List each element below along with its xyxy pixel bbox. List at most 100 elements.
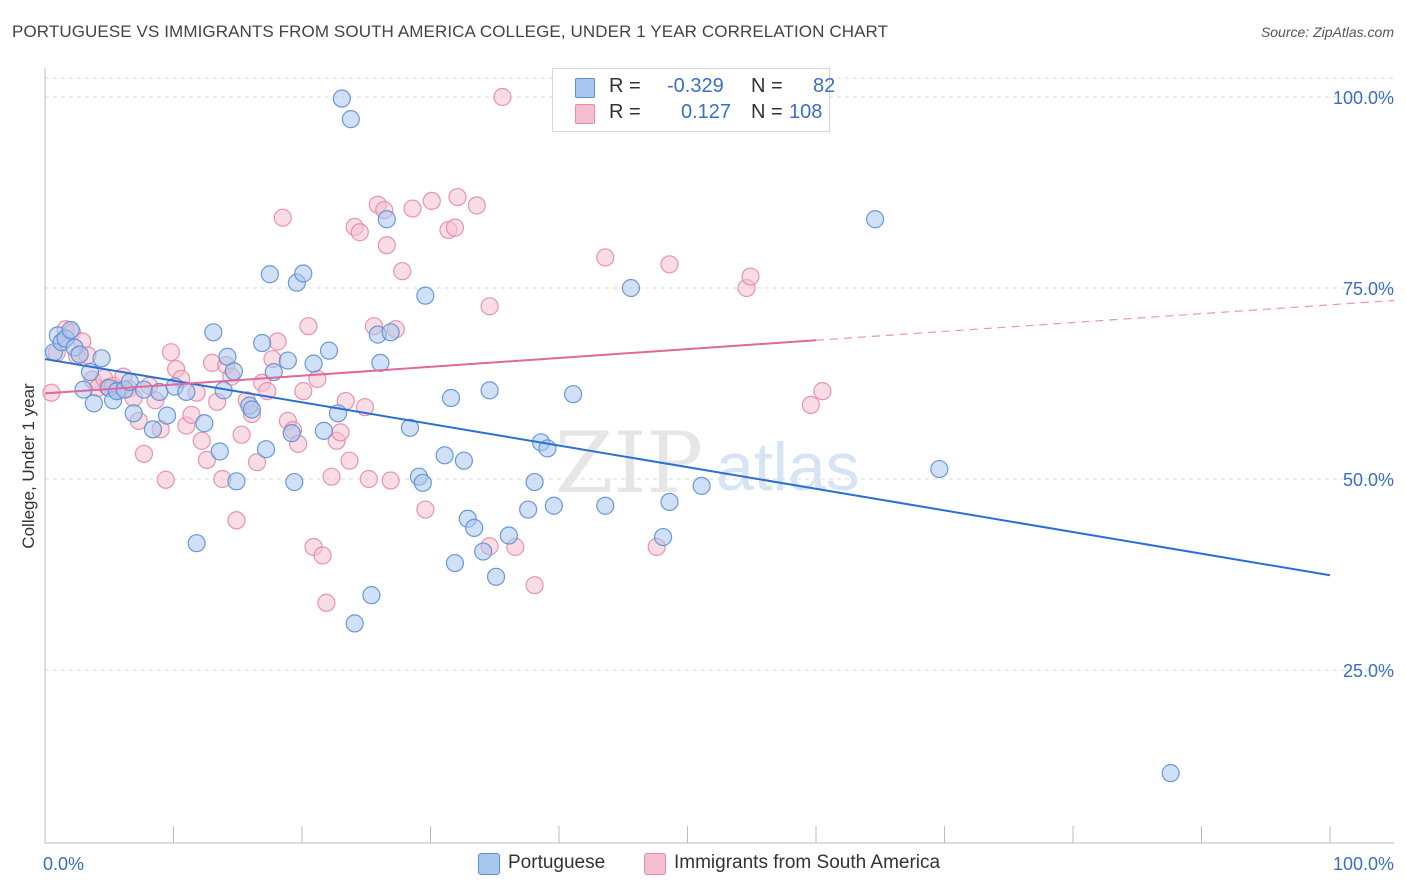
immigrants-point [340, 451, 359, 470]
portuguese-point [381, 323, 400, 342]
portuguese-point [371, 353, 390, 372]
portuguese-point [61, 320, 80, 340]
portuguese-point [692, 476, 711, 495]
portuguese-point [260, 265, 279, 284]
immigrants-point [350, 223, 369, 242]
portuguese-point [474, 542, 493, 561]
portuguese-point [416, 286, 435, 305]
portuguese-point [465, 518, 484, 537]
legend-r-label: R = [609, 101, 641, 123]
portuguese-point [264, 362, 283, 382]
portuguese-point [282, 424, 301, 443]
immigrants-point [403, 199, 422, 218]
portuguese-point [866, 210, 885, 229]
immigrants-point [801, 395, 820, 414]
axis-layer: 25.0% 50.0% 75.0% 100.0% [44, 68, 1394, 844]
immigrants-point [156, 470, 175, 489]
immigrants-point [493, 87, 512, 107]
portuguese-point [400, 418, 420, 437]
portuguese-point [454, 451, 474, 470]
immigrants-point [313, 546, 332, 565]
portuguese-point [332, 89, 351, 108]
portuguese-point [314, 421, 333, 440]
x-tick-label-max: 100.0% [1333, 854, 1394, 874]
legend-swatch-immigrants [575, 104, 595, 124]
portuguese-point [930, 459, 949, 479]
immigrants-point [416, 500, 435, 519]
immigrants-point [422, 191, 441, 211]
portuguese-point [134, 380, 154, 399]
legend-n-value: 82 [813, 75, 836, 97]
portuguese-point [413, 473, 432, 492]
portuguese-point [157, 406, 177, 425]
portuguese-point [124, 404, 143, 423]
y-tick-label: 25.0% [1343, 661, 1394, 681]
legend-r-label: R = [609, 75, 641, 97]
trend-lines [44, 299, 1395, 577]
immigrants-point [525, 576, 544, 595]
immigrants-point [813, 382, 832, 401]
portuguese-point [660, 492, 679, 512]
legend-n-value: 108 [789, 101, 823, 123]
y-tick-label: 100.0% [1333, 88, 1394, 108]
immigrants-point [273, 208, 292, 227]
chart-title: PORTUGUESE VS IMMIGRANTS FROM SOUTH AMER… [12, 22, 889, 41]
portuguese-point [319, 341, 339, 360]
grid-layer [45, 77, 1394, 671]
legend-r-value: -0.329 [667, 75, 724, 97]
portuguese-point [70, 345, 89, 364]
portuguese-point [285, 472, 304, 492]
portuguese-point [564, 385, 583, 404]
y-tick-label: 75.0% [1343, 279, 1394, 299]
portuguese-point [143, 420, 163, 439]
portuguese-point [1161, 764, 1180, 783]
bottom-legend-label: Portuguese [508, 852, 606, 873]
bottom-legend-swatch-portuguese [478, 853, 500, 875]
portuguese-point [253, 333, 272, 353]
portuguese-point [84, 394, 103, 413]
chart-source: Source: ZipAtlas.com [1260, 24, 1394, 40]
portuguese-point [499, 526, 518, 545]
immigrants-point [161, 343, 181, 362]
immigrants-point [317, 593, 336, 612]
portuguese-point [435, 446, 454, 465]
portuguese-point [544, 496, 563, 515]
portuguese-point [596, 496, 615, 515]
bottom-legend-label: Immigrants from South America [674, 852, 941, 873]
portuguese-point [195, 414, 214, 433]
portuguese-trend-line [44, 358, 1331, 577]
portuguese-point [256, 440, 276, 459]
portuguese-point [304, 354, 323, 373]
portuguese-point [278, 351, 297, 370]
portuguese-point [224, 362, 243, 381]
portuguese-point [204, 323, 223, 342]
correlation-legend: R = -0.329 N = 82 R = 0.127 N = 108 [552, 68, 835, 132]
immigrants-point [377, 236, 396, 255]
immigrants-point [331, 423, 350, 442]
legend-n-label: N = [751, 101, 783, 123]
immigrants-point [359, 469, 378, 489]
portuguese-point [519, 500, 538, 519]
portuguese-point [227, 472, 246, 491]
portuguese-point [242, 400, 261, 419]
portuguese-point [92, 349, 111, 368]
watermark-atlas: atlas [716, 429, 860, 505]
immigrants-trend-extension [815, 299, 1395, 341]
immigrants-point [182, 405, 201, 424]
immigrants-points [42, 87, 832, 612]
portuguese-point [525, 472, 544, 492]
immigrants-point [308, 369, 327, 389]
immigrants-point [467, 196, 486, 215]
immigrants-point [445, 218, 465, 237]
immigrants-point [448, 187, 467, 207]
bottom-legend-swatch-immigrants [644, 853, 666, 875]
immigrants-point [134, 444, 154, 463]
immigrants-point [232, 425, 251, 444]
immigrants-point [480, 297, 499, 316]
portuguese-point [377, 210, 396, 229]
immigrants-point [393, 262, 412, 281]
immigrants-point [596, 248, 615, 267]
portuguese-point [621, 278, 641, 298]
legend-swatch-portuguese [575, 78, 595, 98]
